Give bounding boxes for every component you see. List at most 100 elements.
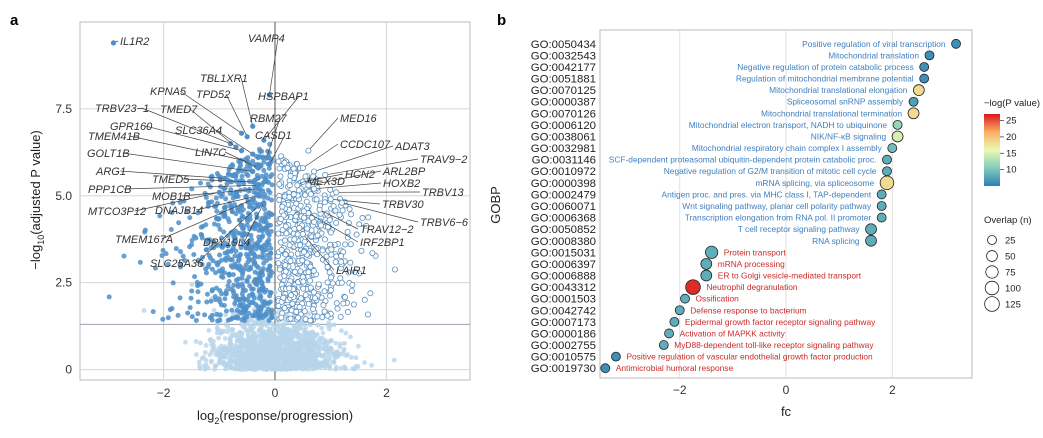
gene-leader-line <box>263 95 300 141</box>
volcano-point-down <box>263 311 269 317</box>
go-term-description: Mitochondrial respiratory chain complex … <box>692 143 883 153</box>
gene-label: TRBV30 <box>382 199 424 211</box>
labeled-gene-point <box>233 144 239 150</box>
volcano-point <box>355 343 361 349</box>
labeled-gene-point <box>244 134 250 140</box>
volcano-point <box>315 322 321 328</box>
go-id-label: GO:0042177 <box>531 62 596 74</box>
volcano-point-up <box>281 159 288 166</box>
gene-label: ADAT3 <box>394 141 431 153</box>
go-term-description: Mitochondrial translation <box>828 50 919 60</box>
volcano-point-down <box>223 257 229 263</box>
labeled-gene-point <box>310 168 317 175</box>
volcano-point <box>259 328 265 334</box>
volcano-point <box>280 322 286 328</box>
volcano-point-down <box>239 310 245 316</box>
go-term-description: Positive regulation of vascular endothel… <box>626 352 873 362</box>
volcano-point-down <box>217 226 223 232</box>
gene-leader-line <box>269 134 286 165</box>
gene-leader-line <box>161 198 253 240</box>
go-term-description: mRNA processing <box>718 259 785 269</box>
volcano-point <box>323 338 328 343</box>
volcano-point <box>245 331 251 337</box>
volcano-point <box>265 350 271 355</box>
volcano-point-down <box>217 312 223 318</box>
volcano-point <box>218 360 224 366</box>
volcano-point-down <box>194 279 200 285</box>
volcano-point <box>306 331 312 337</box>
volcano-point <box>223 312 229 318</box>
go-term-point <box>669 316 680 327</box>
volcano-point-up <box>280 294 287 301</box>
volcano-point-up <box>363 222 370 229</box>
volcano-point-down <box>213 285 219 291</box>
volcano-point-down <box>225 283 231 289</box>
gene-label: TRAV9−2 <box>420 154 467 166</box>
volcano-point-up <box>328 251 335 258</box>
volcano-point-down <box>269 182 275 188</box>
volcano-point-down <box>232 172 238 178</box>
volcano-point-down <box>233 211 239 217</box>
volcano-point-up <box>286 194 293 201</box>
volcano-point <box>202 350 208 355</box>
volcano-point-up <box>348 288 355 295</box>
go-x-tick-label: 2 <box>889 383 896 397</box>
volcano-point-down <box>193 235 199 241</box>
gene-label: MTCO3P12 <box>88 206 146 218</box>
go-term-description: ER to Golgi vesicle-mediated transport <box>718 271 862 281</box>
go-term-point <box>664 328 674 339</box>
volcano-point-down <box>259 244 265 250</box>
volcano-point-down <box>241 232 247 238</box>
go-term-description: RNA splicing <box>812 236 860 246</box>
volcano-point-up <box>328 274 335 281</box>
gene-leader-line <box>302 143 339 169</box>
volcano-point <box>290 361 295 367</box>
volcano-point <box>267 326 273 332</box>
volcano-point <box>183 339 188 345</box>
labeled-gene-point <box>110 40 117 46</box>
volcano-point <box>270 359 275 365</box>
gene-leader-line <box>179 90 242 134</box>
volcano-point-down <box>209 287 215 293</box>
volcano-point-down <box>222 205 228 211</box>
go-term-point <box>876 201 887 211</box>
volcano-point-down <box>248 232 254 238</box>
go-term-point <box>876 189 887 200</box>
volcano-point-up <box>336 211 343 218</box>
volcano-point-down <box>246 310 252 316</box>
volcano-point-up <box>338 253 345 260</box>
volcano-point-down <box>187 215 193 221</box>
gene-leader-line <box>224 151 259 169</box>
volcano-point <box>303 359 308 365</box>
volcano-point-up <box>295 187 302 194</box>
volcano-x-tick-label: −2 <box>157 386 171 400</box>
volcano-point-up <box>327 287 334 294</box>
volcano-point <box>348 355 354 360</box>
volcano-point <box>230 346 236 352</box>
volcano-point-down <box>244 222 250 228</box>
size-legend-label: 100 <box>1005 284 1021 295</box>
volcano-point <box>290 332 296 337</box>
volcano-point <box>326 326 332 332</box>
gene-label: TMEM167A <box>115 234 173 246</box>
volcano-point-down <box>255 265 261 271</box>
volcano-point-down <box>262 206 268 212</box>
volcano-point-down <box>269 315 275 321</box>
size-legend-circle <box>986 250 998 262</box>
volcano-point-down <box>261 159 267 165</box>
volcano-point-down <box>150 309 156 315</box>
volcano-point-down <box>106 294 112 300</box>
volcano-point-down <box>265 187 271 193</box>
volcano-point <box>203 343 209 348</box>
volcano-point-down <box>229 209 235 215</box>
color-legend: −log(P value) 10 15 20 25 <box>984 98 1040 186</box>
volcano-point-up <box>307 263 314 270</box>
volcano-point-down <box>242 266 248 272</box>
go-term-description: Antimicrobial humoral response <box>616 363 734 373</box>
gene-leader-line <box>189 108 237 148</box>
volcano-point-up <box>294 231 301 238</box>
gene-leader-line <box>243 202 265 243</box>
go-term-point <box>700 269 713 282</box>
gene-leader-line <box>129 135 248 162</box>
volcano-point-up <box>324 279 331 286</box>
